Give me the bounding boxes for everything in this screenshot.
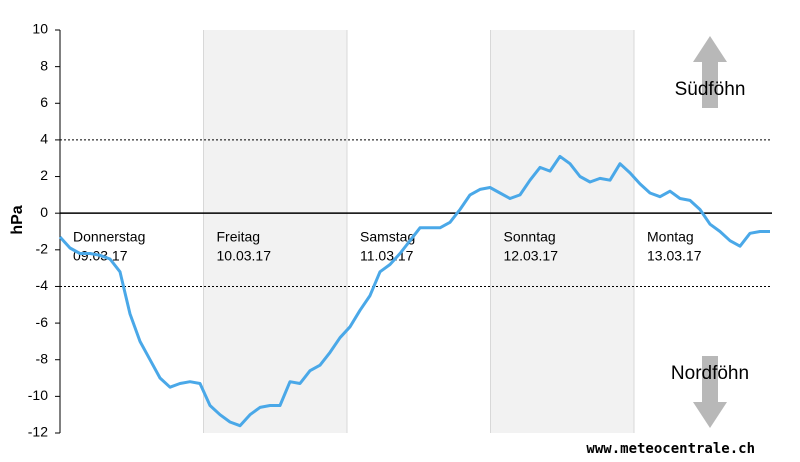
day-date: 11.03.17	[360, 248, 414, 264]
day-name: Samstag	[360, 229, 415, 245]
y-tick-label: -12	[28, 424, 48, 440]
y-tick-label: 2	[40, 167, 48, 183]
arrow-down	[693, 356, 727, 428]
day-shade	[203, 30, 347, 433]
y-tick-label: -2	[36, 241, 49, 257]
annotation-upper: Südföhn	[675, 79, 746, 100]
day-name: Freitag	[217, 229, 261, 245]
arrow-up	[693, 36, 727, 108]
y-tick-label: 10	[32, 21, 48, 37]
day-name: Sonntag	[504, 229, 556, 245]
y-tick-label: -10	[28, 387, 48, 403]
day-shade	[490, 30, 634, 433]
annotation-lower: Nordföhn	[671, 363, 749, 384]
day-name: Montag	[647, 229, 694, 245]
day-date: 13.03.17	[647, 248, 702, 264]
y-axis-label: hPa	[9, 205, 26, 234]
y-tick-label: 6	[40, 94, 48, 110]
background	[203, 30, 635, 433]
day-date: 10.03.17	[217, 248, 272, 264]
data-line	[58, 154, 770, 428]
day-date: 12.03.17	[504, 248, 559, 264]
day-name: Donnerstag	[73, 229, 145, 245]
y-tick-label: -6	[36, 314, 49, 330]
y-tick-label: -8	[36, 350, 49, 366]
source: www.meteocentrale.ch	[586, 441, 755, 457]
y-tick-label: 4	[40, 131, 48, 147]
y-tick-label: 8	[40, 57, 48, 73]
y-tick-label: 0	[40, 204, 48, 220]
y-tick-label: -4	[36, 277, 49, 293]
